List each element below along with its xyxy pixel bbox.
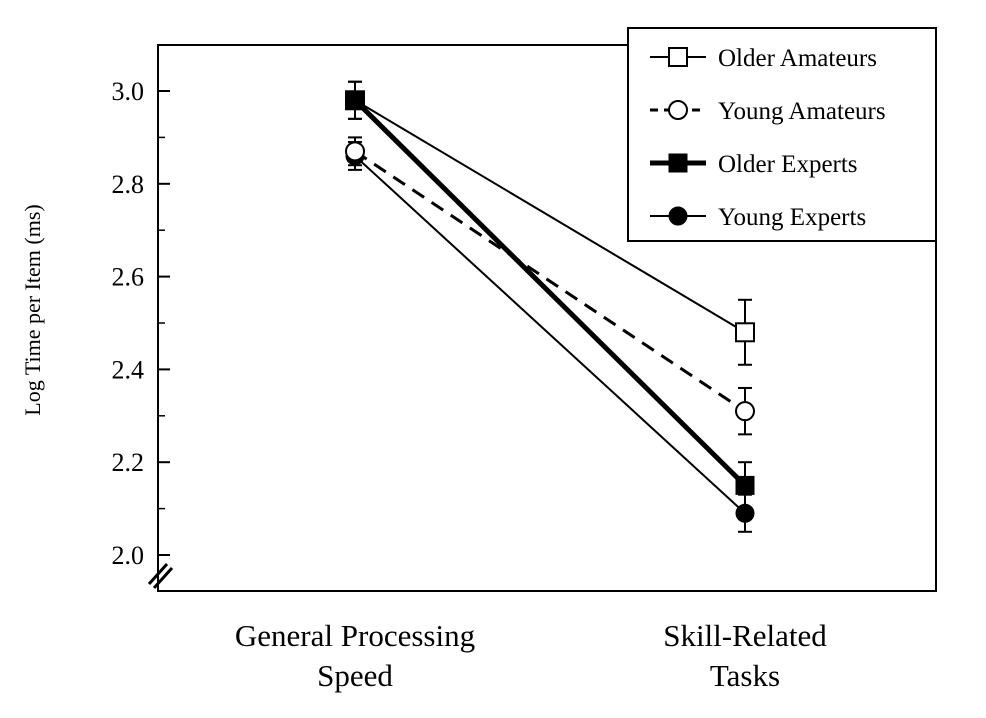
data-point-1 [735,401,755,422]
y-tick-label: 3.0 [112,77,145,106]
axis-break-mark [152,566,174,590]
y-tick-label: 2.6 [112,263,145,292]
series-line-0 [354,99,746,334]
legend-label: Young Amateurs [718,98,886,125]
x-axis-labels: General Processing Speed Skill-Related Task… [235,618,827,693]
data-point-1 [345,141,365,162]
data-point-3 [735,503,755,523]
y-tick-label: 2.2 [112,448,145,477]
x-category-label: Speed [317,658,393,693]
data-point-2 [345,90,365,110]
y-tick-label: 2.0 [112,541,145,570]
series-layer [345,80,755,533]
legend-marker [668,206,688,226]
legend-label: Young Experts [718,204,866,231]
legend-marker [668,100,688,120]
axis-break-mark [147,562,169,586]
x-category-label: Skill-Related [663,618,827,653]
plot-frame [157,44,937,592]
series-line-2 [353,98,747,488]
x-category-label: Tasks [710,658,780,693]
y-tick-label: 2.4 [112,355,145,384]
y-axis-title: Log Time per Item (ms) [20,204,45,415]
y-tick-label: 2.8 [112,170,145,199]
legend-label: Older Amateurs [718,45,877,72]
x-category-label: General Processing [235,618,475,653]
legend-label: Older Experts [718,151,858,178]
series-line-1 [354,150,746,413]
legend-marker [668,47,688,67]
legend-marker [668,153,688,173]
y-axis: 2.0 2.2 2.4 2.6 2.8 3.0 [112,77,174,590]
legend: Older Amateurs Young Amateurs Older Expert… [627,27,937,242]
data-point-0 [735,322,755,343]
data-point-2 [735,475,755,495]
series-line-3 [354,155,746,514]
